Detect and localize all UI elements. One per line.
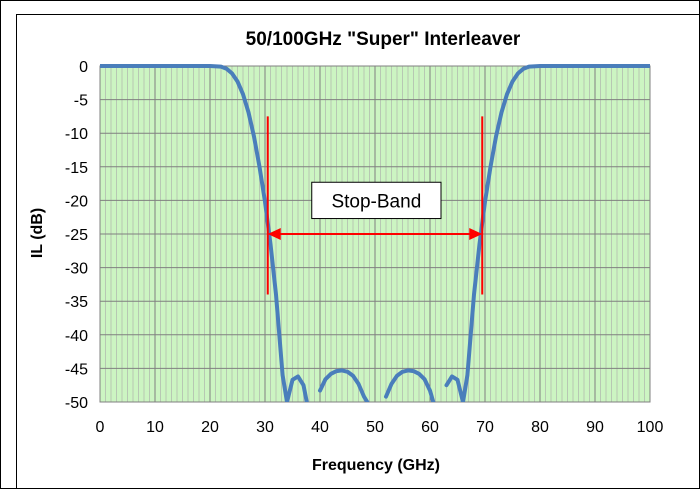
chart-title: 50/100GHz "Super" Interleaver <box>246 29 521 50</box>
stop-band-label-box <box>311 181 442 220</box>
x-tick-label: 50 <box>366 419 384 436</box>
x-axis-tick-labels: 0 10 20 30 40 50 60 70 80 90 100 <box>96 419 664 436</box>
y-tick-label: -5 <box>74 93 88 110</box>
x-tick-label: 70 <box>476 419 494 436</box>
y-tick-label: -25 <box>65 227 88 244</box>
y-tick-label: -50 <box>65 395 88 412</box>
y-axis-tick-labels: 0 -5 -10 -15 -20 -25 -30 -35 -40 -45 -50 <box>65 59 88 412</box>
x-tick-label: 10 <box>146 419 164 436</box>
x-tick-label: 100 <box>637 419 664 436</box>
plot-area-border <box>99 65 651 403</box>
y-tick-label: -45 <box>65 361 88 378</box>
series-layer <box>100 64 650 402</box>
stop-band-annotation: Stop-Band <box>266 116 484 295</box>
arrow-head-left <box>267 228 281 240</box>
y-tick-label: -40 <box>65 328 88 345</box>
stop-band-label: Stop-Band <box>331 191 421 212</box>
y-tick-label: -30 <box>65 261 88 278</box>
y-tick-label: -15 <box>65 160 88 177</box>
y-axis-label: IL (dB) <box>29 208 46 258</box>
x-tick-label: 40 <box>311 419 329 436</box>
x-tick-label: 30 <box>256 419 274 436</box>
x-tick-label: 80 <box>531 419 549 436</box>
y-tick-label: 0 <box>79 59 88 76</box>
x-tick-label: 0 <box>96 419 105 436</box>
y-tick-label: -10 <box>65 126 88 143</box>
x-tick-label: 90 <box>586 419 604 436</box>
y-tick-label: -20 <box>65 193 88 210</box>
series-line <box>100 64 650 402</box>
x-axis-label: Frequency (GHz) <box>312 457 440 474</box>
x-tick-label: 20 <box>201 419 219 436</box>
arrow-head-right <box>469 228 483 240</box>
x-tick-label: 60 <box>421 419 439 436</box>
y-tick-label: -35 <box>65 294 88 311</box>
